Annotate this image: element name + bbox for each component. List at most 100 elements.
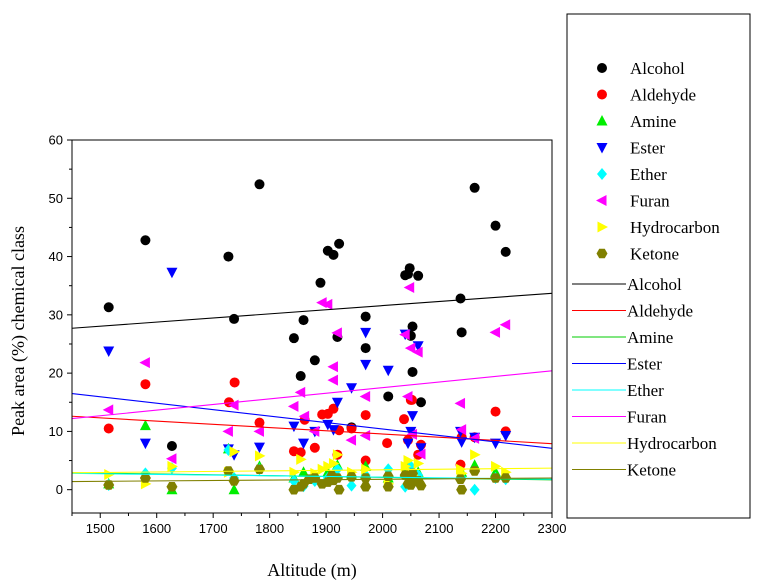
point-alcohol [328, 249, 339, 260]
point-furan [345, 434, 357, 446]
point-furan [165, 453, 177, 465]
point-ester [360, 359, 372, 371]
legend-fit-label-ester: Ester [627, 355, 662, 374]
point-hydrocarbon [229, 446, 241, 458]
point-alcohol [288, 333, 299, 344]
point-furan [412, 346, 423, 358]
point-alcohol [315, 277, 326, 288]
point-ketone [405, 480, 417, 490]
series-aldehyde [103, 377, 511, 470]
series-ester [103, 267, 512, 461]
point-alcohol [469, 182, 480, 193]
point-furan [327, 361, 338, 373]
point-ketone [228, 476, 240, 486]
legend-label-ester: Ester [630, 139, 665, 158]
point-ester [382, 365, 394, 377]
x-tick-label-2000: 2000 [368, 521, 397, 536]
point-alcohol [103, 302, 114, 313]
legend-marker-ester [596, 143, 608, 154]
point-alcohol [229, 313, 240, 324]
point-alcohol [415, 397, 426, 408]
point-ester [331, 397, 343, 409]
legend-label-aldehyde: Aldehyde [630, 86, 696, 105]
fit-line-hydrocarbon [72, 467, 552, 474]
point-alcohol [455, 293, 466, 304]
point-ketone [360, 473, 372, 483]
point-amine [228, 483, 240, 495]
point-aldehyde [254, 417, 265, 428]
point-ketone [331, 473, 343, 483]
point-aldehyde [382, 438, 393, 449]
point-alcohol [456, 327, 467, 338]
x-axis-title: Altitude (m) [267, 560, 356, 581]
legend-label-alcohol: Alcohol [630, 59, 685, 78]
point-alcohol [298, 315, 309, 326]
point-aldehyde [295, 447, 306, 458]
point-alcohol [407, 366, 418, 377]
point-aldehyde [103, 423, 114, 434]
legend-marker-amine [596, 115, 608, 126]
point-ether [288, 474, 299, 487]
plot-frame [71, 139, 553, 514]
point-aldehyde [399, 414, 410, 425]
point-ketone [166, 482, 178, 492]
point-furan [316, 297, 327, 309]
point-alcohol [295, 371, 306, 382]
point-hydrocarbon [403, 455, 414, 467]
legend-fit-label-amine: Amine [627, 328, 673, 347]
y-tick-label-60: 60 [49, 133, 63, 148]
legend-fit-label-hydrocarbon: Hydrocarbon [627, 434, 717, 453]
legend-label-ether: Ether [630, 165, 667, 184]
point-amine [139, 419, 151, 431]
legend-label-amine: Amine [630, 112, 676, 131]
point-alcohol [334, 238, 345, 249]
legend-marker-furan [596, 195, 607, 206]
y-tick-label-20: 20 [49, 366, 63, 381]
point-hydrocarbon [332, 449, 344, 461]
point-furan [499, 319, 511, 331]
x-tick-label-2100: 2100 [425, 521, 454, 536]
x-tick-label-1900: 1900 [312, 521, 341, 536]
point-furan [222, 425, 233, 437]
point-ketone [415, 480, 427, 491]
point-hydrocarbon [296, 453, 307, 465]
point-alcohol [254, 179, 265, 190]
point-aldehyde [309, 442, 320, 453]
point-furan [489, 326, 501, 338]
point-furan [308, 425, 320, 437]
point-aldehyde [140, 379, 151, 390]
point-furan [287, 400, 299, 412]
plot-points [102, 179, 512, 496]
point-alcohol [223, 251, 234, 262]
point-furan [404, 342, 416, 354]
y-tick-label-10: 10 [49, 424, 63, 439]
x-tick-label-2300: 2300 [538, 521, 567, 536]
legend-box [566, 13, 751, 519]
point-hydrocarbon [323, 460, 334, 472]
point-amine [298, 466, 310, 477]
point-ester [412, 341, 424, 352]
y-tick-label-30: 30 [49, 307, 63, 322]
legend-fit-label-alcohol: Alcohol [627, 275, 682, 294]
point-alcohol [407, 321, 418, 332]
x-axis: 1500 1600 1700 1800 1900 2000 2100 2200 2300 [71, 513, 567, 536]
series-alcohol [103, 179, 511, 451]
x-tick-label-1600: 1600 [142, 521, 171, 536]
point-furan [402, 390, 413, 402]
point-ether [469, 483, 480, 496]
point-ester [415, 443, 427, 454]
legend-marker-alcohol [597, 63, 607, 73]
point-alcohol [166, 440, 177, 451]
point-furan [102, 404, 114, 416]
legend-fit-label-ether: Ether [627, 381, 664, 400]
point-hydrocarbon [167, 460, 178, 472]
point-furan [359, 390, 371, 402]
fit-line-furan [72, 370, 552, 420]
legend-label-ketone: Ketone [630, 245, 679, 264]
fit-line-ketone [72, 477, 552, 483]
point-hydrocarbon [328, 457, 340, 469]
point-alcohol [500, 246, 511, 257]
point-alcohol [490, 220, 501, 231]
point-hydrocarbon [361, 463, 372, 475]
